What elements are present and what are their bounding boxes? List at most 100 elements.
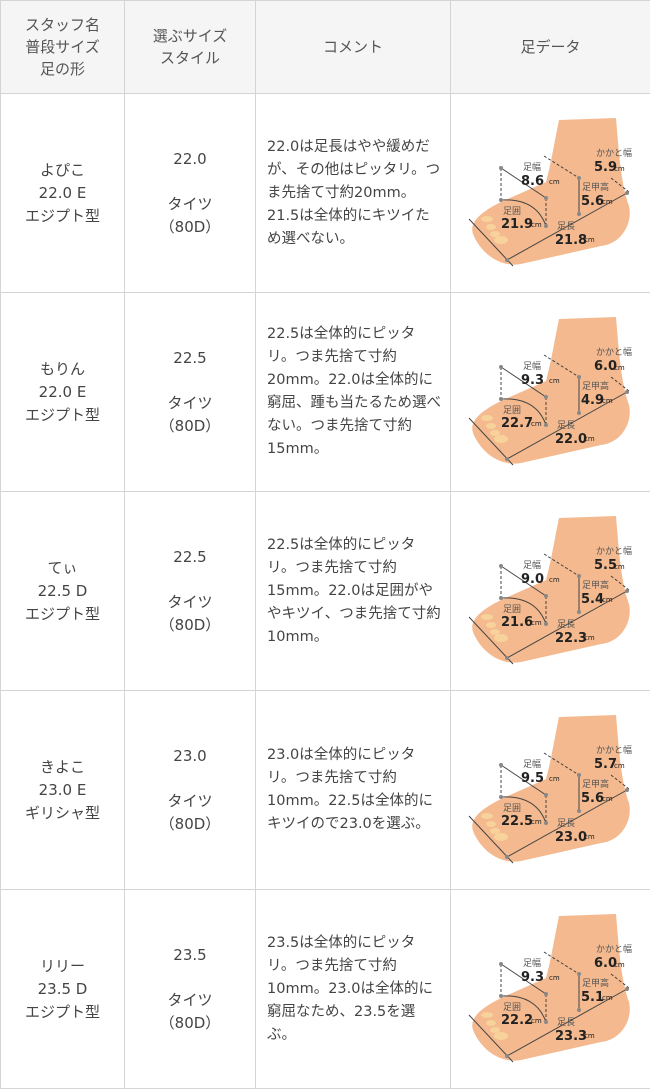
size-cell: 23.0 タイツ （80D） [124, 690, 256, 890]
measurement-lines [468, 951, 630, 1063]
size-cell: 22.5 タイツ （80D） [124, 292, 256, 492]
heel-unit: cm [614, 563, 625, 571]
staff-name: てぃ [47, 558, 78, 577]
foot-illustration [472, 118, 630, 265]
chosen-size: 22.5 [173, 348, 207, 367]
header-comment: コメント [255, 0, 451, 94]
instep-label: 足甲高 [582, 778, 609, 790]
heel-label: かかと幅 [596, 744, 632, 756]
girth-value: 21.6 [501, 615, 533, 630]
foot-illustration [472, 317, 630, 464]
foot-shape: エジプト型 [24, 1002, 100, 1021]
length-unit: cm [584, 435, 595, 443]
girth-label: 足囲 [503, 405, 521, 416]
length-unit: cm [584, 634, 595, 642]
instep-value: 5.6 [581, 791, 604, 806]
foot-data-cell: 足幅 9.3 cm かかと幅 6.0 cm 足甲高 5.1 cm 足囲 22.2… [450, 889, 650, 1089]
heel-value: 5.9 [594, 160, 617, 175]
foot-diagram: 足幅 9.3 cm かかと幅 6.0 cm 足甲高 4.9 cm 足囲 22.7… [468, 317, 632, 466]
heel-value: 5.7 [594, 757, 617, 772]
foot-shape: エジプト型 [24, 206, 100, 225]
foot-diagram: 足幅 8.6 cm かかと幅 5.9 cm 足甲高 5.6 cm 足囲 21.9… [468, 118, 632, 267]
girth-unit: cm [531, 1017, 542, 1025]
instep-value: 5.4 [581, 592, 604, 607]
instep-label: 足甲高 [582, 579, 609, 591]
foot-shape: エジプト型 [24, 405, 100, 424]
comment-cell: 22.0は足長はやや緩めだが、その他はピッタリ。つま先捨て寸約20mm。21.5… [255, 93, 451, 293]
size-cell: 22.5 タイツ （80D） [124, 491, 256, 691]
toe-marks [481, 1012, 508, 1040]
girth-value: 22.7 [501, 416, 533, 431]
girth-unit: cm [531, 221, 542, 229]
length-value: 21.8 [555, 233, 587, 248]
style: タイツ [167, 990, 213, 1009]
heel-label: かかと幅 [596, 943, 632, 955]
foot-data-cell: 足幅 8.6 cm かかと幅 5.9 cm 足甲高 5.6 cm 足囲 21.9… [450, 93, 650, 293]
instep-value: 5.6 [581, 194, 604, 209]
width-value: 9.3 [521, 970, 544, 985]
chosen-size: 22.5 [173, 547, 207, 566]
comment-cell: 23.5は全体的にピッタリ。つま先捨て寸約10mm。23.0は全体的に窮屈なため… [255, 889, 451, 1089]
usual-size: 22.5 D [37, 581, 88, 600]
length-label: 足長 [557, 1017, 575, 1028]
staff-cell: きよこ 23.0 E ギリシャ型 [0, 690, 125, 890]
foot-data-cell: 足幅 9.5 cm かかと幅 5.7 cm 足甲高 5.6 cm 足囲 22.5… [450, 690, 650, 890]
table-row: きよこ 23.0 E ギリシャ型 23.0 タイツ （80D） 23.0は全体的… [0, 690, 650, 890]
instep-label: 足甲高 [582, 380, 609, 392]
staff-name: リリー [39, 956, 85, 975]
instep-unit: cm [602, 397, 613, 405]
heel-value: 6.0 [594, 359, 617, 374]
size-cell: 22.0 タイツ （80D） [124, 93, 256, 293]
staff-name: もりん [39, 359, 85, 378]
heel-label: かかと幅 [596, 147, 632, 159]
girth-label: 足囲 [503, 803, 521, 814]
denier: （80D） [159, 814, 221, 833]
girth-label: 足囲 [503, 604, 521, 615]
table-row: よぴこ 22.0 E エジプト型 22.0 タイツ （80D） 22.0は足長は… [0, 93, 650, 293]
usual-size: 23.5 D [37, 979, 88, 998]
header-size: 選ぶサイズ スタイル [124, 0, 256, 94]
girth-label: 足囲 [503, 1002, 521, 1013]
table-row: リリー 23.5 D エジプト型 23.5 タイツ （80D） 23.5は全体的… [0, 889, 650, 1089]
width-value: 9.3 [521, 373, 544, 388]
foot-illustration [472, 715, 630, 862]
toe-marks [481, 216, 508, 244]
staff-cell: よぴこ 22.0 E エジプト型 [0, 93, 125, 293]
comment-cell: 22.5は全体的にピッタリ。つま先捨て寸約20mm。22.0は全体的に窮屈、踵も… [255, 292, 451, 492]
foot-diagram: 足幅 9.3 cm かかと幅 6.0 cm 足甲高 5.1 cm 足囲 22.2… [468, 914, 632, 1063]
length-unit: cm [584, 236, 595, 244]
length-value: 23.3 [555, 1029, 587, 1044]
girth-unit: cm [531, 619, 542, 627]
width-value: 9.0 [521, 572, 544, 587]
instep-unit: cm [602, 795, 613, 803]
size-cell: 23.5 タイツ （80D） [124, 889, 256, 1089]
foot-diagram: 足幅 9.0 cm かかと幅 5.5 cm 足甲高 5.4 cm 足囲 21.6… [468, 516, 632, 665]
toe-marks [481, 813, 508, 841]
header-style: スタイル [159, 49, 220, 67]
width-unit: cm [549, 377, 560, 385]
staff-cell: てぃ 22.5 D エジプト型 [0, 491, 125, 691]
instep-unit: cm [602, 994, 613, 1002]
heel-unit: cm [614, 961, 625, 969]
foot-data-cell: 足幅 9.0 cm かかと幅 5.5 cm 足甲高 5.4 cm 足囲 21.6… [450, 491, 650, 691]
heel-label: かかと幅 [596, 346, 632, 358]
usual-size: 22.0 E [38, 382, 87, 401]
length-unit: cm [584, 1032, 595, 1040]
denier: （80D） [159, 615, 221, 634]
width-value: 8.6 [521, 174, 544, 189]
width-unit: cm [549, 576, 560, 584]
heel-unit: cm [614, 364, 625, 372]
width-label: 足幅 [523, 559, 541, 571]
chosen-size: 23.5 [173, 945, 207, 964]
denier: （80D） [159, 217, 221, 236]
foot-illustration [472, 914, 630, 1061]
foot-shape: ギリシャ型 [24, 803, 100, 822]
comment-cell: 23.0は全体的にピッタリ。つま先捨て寸約10mm。22.5は全体的にキツイので… [255, 690, 451, 890]
measurement-lines [468, 553, 630, 665]
instep-label: 足甲高 [582, 181, 609, 193]
length-label: 足長 [557, 818, 575, 829]
usual-size: 23.0 E [38, 780, 87, 799]
instep-value: 4.9 [581, 393, 604, 408]
length-label: 足長 [557, 221, 575, 232]
